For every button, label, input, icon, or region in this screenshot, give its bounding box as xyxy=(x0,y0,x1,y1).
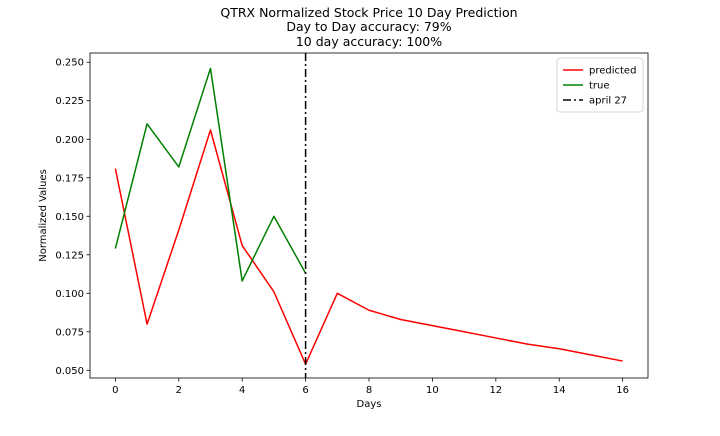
y-axis-label: Normalized Values xyxy=(38,169,49,262)
series-line-true xyxy=(114,67,307,282)
legend: predicted true april 27 xyxy=(556,57,644,113)
x-tick-label: 2 xyxy=(176,385,182,396)
chart-title-line-3: 10 day accuracy: 100% xyxy=(296,34,442,49)
y-tick-label: 0.050 xyxy=(55,366,84,377)
legend-label: true xyxy=(589,81,610,92)
chart-title-line-2: Day to Day accuracy: 79% xyxy=(286,19,451,34)
x-tick-label: 4 xyxy=(239,385,245,396)
y-tick-label: 0.175 xyxy=(55,173,84,184)
y-tick-label: 0.150 xyxy=(55,212,84,223)
x-tick-label: 10 xyxy=(426,385,439,396)
x-tick-label: 12 xyxy=(489,385,502,396)
legend-label: predicted xyxy=(589,66,636,77)
x-axis-label: Days xyxy=(357,399,382,410)
y-tick-label: 0.250 xyxy=(55,58,84,69)
y-tick-label: 0.075 xyxy=(55,327,84,338)
series-line-predicted xyxy=(114,129,623,365)
chart-title-line-1: QTRX Normalized Stock Price 10 Day Predi… xyxy=(220,5,517,20)
y-tick-label: 0.225 xyxy=(55,96,84,107)
legend-label: april 27 xyxy=(589,96,627,107)
x-tick-label: 16 xyxy=(616,385,629,396)
axis-ticks: 0 2 4 6 8 10 12 14 16 0.050 0.075 0.100 0.125 0.150 0.… xyxy=(55,58,629,396)
x-tick-label: 14 xyxy=(553,385,566,396)
x-tick-label: 0 xyxy=(112,385,118,396)
y-tick-label: 0.200 xyxy=(55,135,84,146)
plot-area xyxy=(114,53,623,378)
x-tick-label: 6 xyxy=(302,385,308,396)
x-tick-label: 8 xyxy=(366,385,372,396)
legend-box xyxy=(556,57,644,113)
y-tick-label: 0.125 xyxy=(55,250,84,261)
y-tick-label: 0.100 xyxy=(55,289,84,300)
